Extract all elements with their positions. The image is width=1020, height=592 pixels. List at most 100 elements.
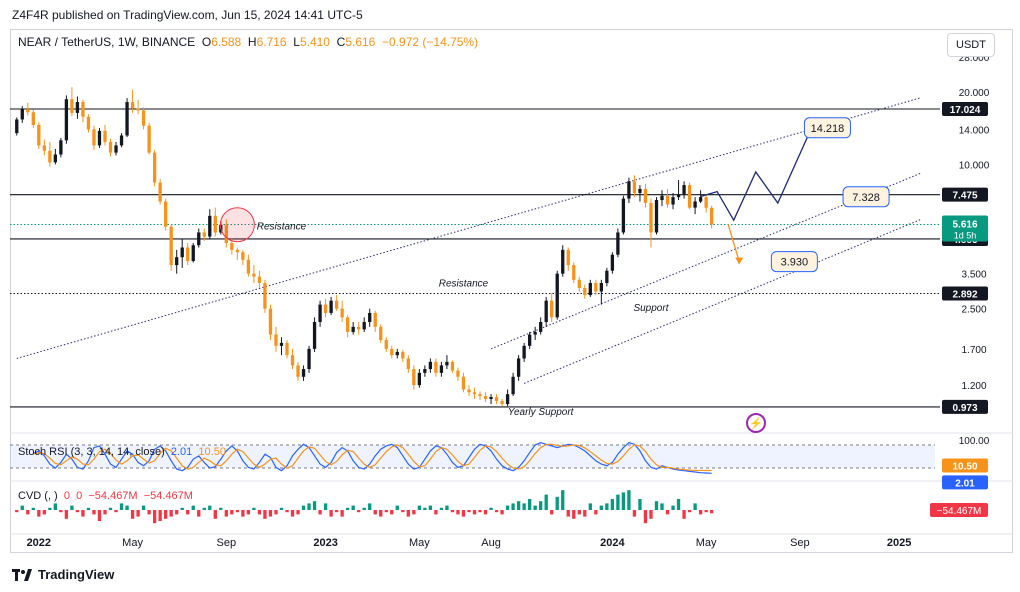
- candle-body: [511, 376, 515, 395]
- cvd-bar: [263, 510, 267, 519]
- candle-body: [351, 326, 355, 332]
- cvd-bar: [401, 510, 405, 513]
- cvd-bar: [566, 510, 570, 517]
- cvd-bar: [197, 510, 201, 517]
- cvd-bar: [522, 503, 526, 510]
- level-badge-text: 0.973: [952, 403, 977, 414]
- currency-button[interactable]: USDT: [947, 33, 995, 57]
- candle-body: [489, 397, 493, 400]
- candle-body: [704, 197, 708, 208]
- time-tick-label: Aug: [481, 537, 501, 549]
- candle-body: [26, 109, 30, 113]
- cvd-bar: [108, 507, 113, 510]
- price-tick-label: 1.200: [961, 381, 986, 392]
- cvd-bar: [312, 501, 317, 510]
- cvd-bar: [676, 499, 681, 510]
- candle-body: [86, 116, 91, 130]
- cvd-pane: −54.467M: [15, 490, 988, 524]
- cvd-bar: [268, 510, 273, 517]
- cvd-bar: [274, 510, 278, 515]
- target-box: [842, 186, 890, 208]
- cvd-bar: [152, 510, 157, 524]
- candle-body: [671, 197, 675, 205]
- cvd-bar: [329, 510, 333, 517]
- cvd-bar: [632, 510, 637, 517]
- cvd-bar: [500, 510, 504, 515]
- cvd-bar: [577, 510, 581, 515]
- candle-body: [627, 181, 631, 199]
- stoch-k-badge: [942, 475, 988, 490]
- candle-body: [340, 308, 344, 318]
- cvd-value-a: 0: [63, 490, 70, 502]
- candles: [15, 87, 714, 407]
- stoch-d-badge-text: 10.50: [952, 462, 977, 473]
- stoch-rsi-name: Stoch RSI (3, 3, 14, 14, close): [18, 446, 165, 458]
- candle-body: [505, 394, 510, 405]
- cvd-bar: [219, 507, 223, 510]
- candle-body: [616, 232, 620, 255]
- high-label: H: [247, 35, 257, 49]
- candle-body: [119, 135, 124, 146]
- open-value: 6.588: [211, 35, 242, 49]
- cvd-bar: [92, 510, 96, 515]
- cvd-bar: [478, 510, 482, 513]
- cvd-bar: [31, 507, 35, 510]
- cvd-bar: [467, 510, 471, 513]
- cvd-bar: [290, 510, 295, 517]
- low-label: L: [293, 35, 300, 49]
- stoch-d-badge: [942, 458, 988, 473]
- projection-path: [700, 129, 812, 222]
- candle-body: [693, 201, 697, 208]
- candle-body: [445, 361, 449, 366]
- candle-body: [114, 145, 118, 153]
- cvd-bar: [97, 510, 102, 521]
- target-box: [803, 117, 851, 139]
- cvd-bar: [544, 494, 548, 510]
- cvd-bar: [48, 507, 52, 510]
- stoch-rsi-pane: 100.00 10.50 2.01: [10, 436, 990, 490]
- cvd-bar: [180, 507, 184, 510]
- cvd-bar: [693, 503, 697, 510]
- candle-body: [175, 257, 179, 266]
- level-badge: [942, 399, 988, 414]
- time-tick-label: Sep: [790, 537, 810, 549]
- cvd-bar: [296, 510, 300, 515]
- stoch-k-line: [33, 441, 712, 474]
- cvd-bar: [20, 505, 24, 510]
- candle-body: [125, 102, 129, 136]
- cvd-bar: [307, 503, 311, 510]
- cvd-bar: [158, 510, 162, 521]
- cvd-bar: [130, 510, 135, 519]
- candle-body: [605, 270, 609, 284]
- level-badge-text: 17.024: [950, 105, 981, 116]
- annotation-label: Yearly Support: [508, 407, 575, 418]
- price-chart[interactable]: Resistance Resistance Support Yearly Suppor…: [10, 29, 1013, 553]
- price-tick-label: 28.000: [959, 53, 990, 64]
- candle-body: [279, 342, 284, 346]
- price-tick-label: 3.500: [961, 270, 986, 281]
- high-value: 6.716: [256, 35, 287, 49]
- cvd-bar: [257, 510, 262, 515]
- candle-body: [599, 283, 603, 292]
- cvd-bar: [59, 510, 63, 513]
- candle-body: [147, 125, 151, 153]
- flash-icon[interactable]: ⚡: [746, 413, 766, 433]
- channel-line: [523, 218, 922, 384]
- chart-frame[interactable]: [10, 29, 1013, 553]
- candle-body: [213, 215, 217, 233]
- cvd-bar: [191, 505, 195, 510]
- footer-brand[interactable]: TradingView: [12, 567, 114, 582]
- candle-body: [709, 207, 714, 225]
- cvd-bar: [539, 501, 543, 510]
- cvd-bar: [15, 510, 19, 513]
- cvd-bar: [516, 501, 521, 510]
- cvd-bar: [472, 510, 477, 515]
- change-value: −0.972 (−14.75%): [382, 35, 479, 49]
- candle-body: [246, 259, 251, 274]
- candle-body: [478, 394, 482, 397]
- cvd-bar: [550, 510, 554, 515]
- level-badge-text: 2.892: [952, 290, 977, 301]
- time-tick-label: 2025: [887, 537, 911, 549]
- candle-body: [208, 215, 212, 237]
- time-axis: 2022 May Sep 2023 May Aug 2024 May Sep 2025: [27, 537, 912, 549]
